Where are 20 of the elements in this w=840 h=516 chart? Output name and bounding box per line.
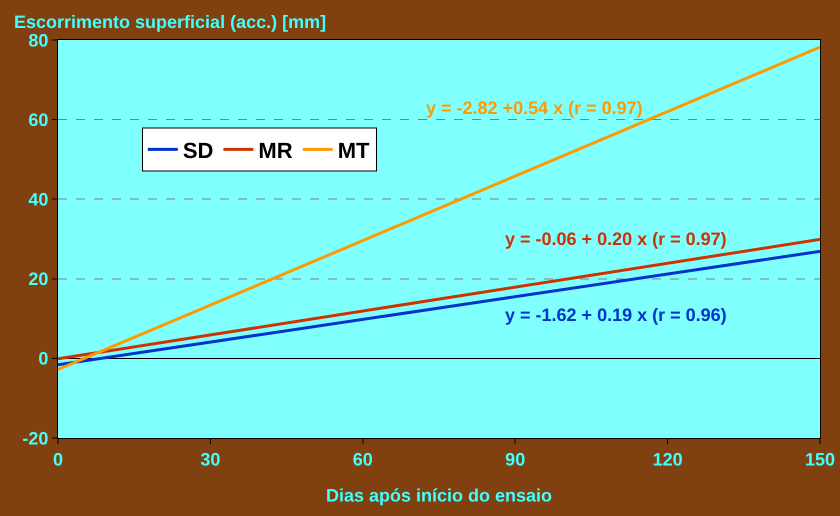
y-tick-label: 0 bbox=[38, 348, 48, 369]
annotation: y = -0.06 + 0.20 x (r = 0.97) bbox=[505, 229, 727, 249]
x-tick-label: 150 bbox=[804, 450, 836, 470]
x-tick-label: 90 bbox=[505, 450, 526, 470]
x-tick-label: 120 bbox=[652, 450, 683, 470]
y-tick-label: 60 bbox=[28, 110, 48, 130]
x-tick-label: 30 bbox=[200, 450, 220, 470]
y-tick-label: -20 bbox=[22, 428, 48, 448]
x-tick-label: 0 bbox=[52, 450, 64, 470]
legend-label: SD bbox=[182, 138, 214, 163]
x-axis-title: Dias após início do ensaio bbox=[326, 486, 552, 506]
x-tick-label: 60 bbox=[352, 450, 373, 470]
y-tick-label: 40 bbox=[28, 190, 48, 210]
annotation: y = -2.82 +0.54 x (r = 0.97) bbox=[426, 98, 643, 118]
y-tick-label: 20 bbox=[28, 269, 48, 290]
y-tick-label: 80 bbox=[28, 30, 48, 50]
y-axis-title: Escorrimento superficial (acc.) [mm] bbox=[14, 12, 326, 32]
annotation: y = -1.62 + 0.19 x (r = 0.96) bbox=[505, 305, 727, 325]
legend-label: MT bbox=[338, 138, 370, 163]
legend-label: MR bbox=[258, 138, 293, 163]
